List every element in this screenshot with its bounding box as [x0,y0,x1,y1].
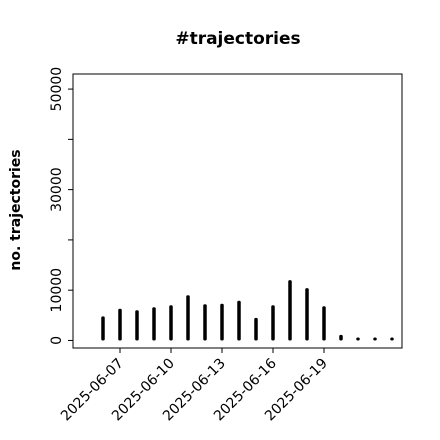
bar [203,304,207,341]
y-tick-label: 0 [49,336,65,345]
bar [101,316,105,341]
bar [237,300,241,341]
chart-title: #trajectories [175,29,300,49]
bars [101,280,394,341]
bar [339,334,343,341]
plot-frame [72,73,403,349]
y-tick-label: 30000 [49,167,65,212]
bar [271,305,275,341]
bar [288,280,292,341]
y-axis: 0 10000 30000 50000 [49,67,73,345]
bar [254,317,258,341]
bar [152,307,156,341]
bar [220,303,224,341]
bar [356,337,360,341]
y-axis-label: no. trajectories [8,149,24,270]
bar [322,306,326,341]
bar [305,288,309,341]
x-axis: 2025-06-072025-06-102025-06-132025-06-16… [58,348,331,424]
y-tick-label: 50000 [49,67,65,112]
bar [390,337,394,341]
bar [373,337,377,341]
bar [169,305,173,341]
bar [135,310,139,341]
y-tick-label: 10000 [49,268,65,313]
bar [118,308,122,341]
bar [186,295,190,341]
